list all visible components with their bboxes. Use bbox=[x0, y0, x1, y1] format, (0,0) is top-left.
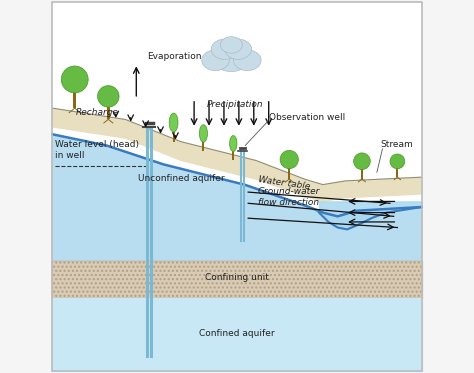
Bar bbox=[173, 131, 174, 142]
Text: Water table: Water table bbox=[257, 175, 310, 191]
Bar bbox=[107, 106, 109, 119]
Text: Observation well: Observation well bbox=[269, 113, 345, 122]
Ellipse shape bbox=[200, 125, 208, 142]
Text: Confining unit: Confining unit bbox=[205, 273, 269, 282]
Ellipse shape bbox=[202, 50, 229, 70]
Ellipse shape bbox=[169, 113, 178, 132]
Text: Precipitation: Precipitation bbox=[207, 100, 264, 109]
Ellipse shape bbox=[211, 39, 238, 59]
Ellipse shape bbox=[98, 86, 119, 107]
Text: Confined aquifer: Confined aquifer bbox=[199, 329, 275, 338]
Ellipse shape bbox=[234, 50, 261, 70]
Text: Stream: Stream bbox=[381, 140, 413, 149]
Text: Evaporation: Evaporation bbox=[147, 52, 201, 61]
Bar bbox=[73, 91, 76, 108]
Text: Water level (head)
in well: Water level (head) in well bbox=[55, 140, 139, 160]
Ellipse shape bbox=[220, 37, 242, 53]
Ellipse shape bbox=[280, 150, 298, 169]
Bar bbox=[52, 261, 422, 298]
Text: Unconfined aquifer: Unconfined aquifer bbox=[138, 174, 224, 183]
Ellipse shape bbox=[390, 154, 405, 169]
Ellipse shape bbox=[354, 153, 370, 170]
Bar bbox=[288, 167, 291, 179]
Bar bbox=[202, 141, 204, 151]
Ellipse shape bbox=[61, 66, 88, 93]
Text: Recharge: Recharge bbox=[76, 108, 118, 117]
Ellipse shape bbox=[213, 44, 250, 72]
Ellipse shape bbox=[229, 136, 237, 151]
Ellipse shape bbox=[225, 39, 252, 59]
Bar bbox=[232, 151, 234, 160]
Bar bbox=[396, 168, 398, 177]
Polygon shape bbox=[52, 108, 422, 201]
Bar bbox=[361, 169, 363, 179]
Polygon shape bbox=[52, 134, 422, 261]
Text: Ground-water
flow direction: Ground-water flow direction bbox=[257, 187, 320, 207]
